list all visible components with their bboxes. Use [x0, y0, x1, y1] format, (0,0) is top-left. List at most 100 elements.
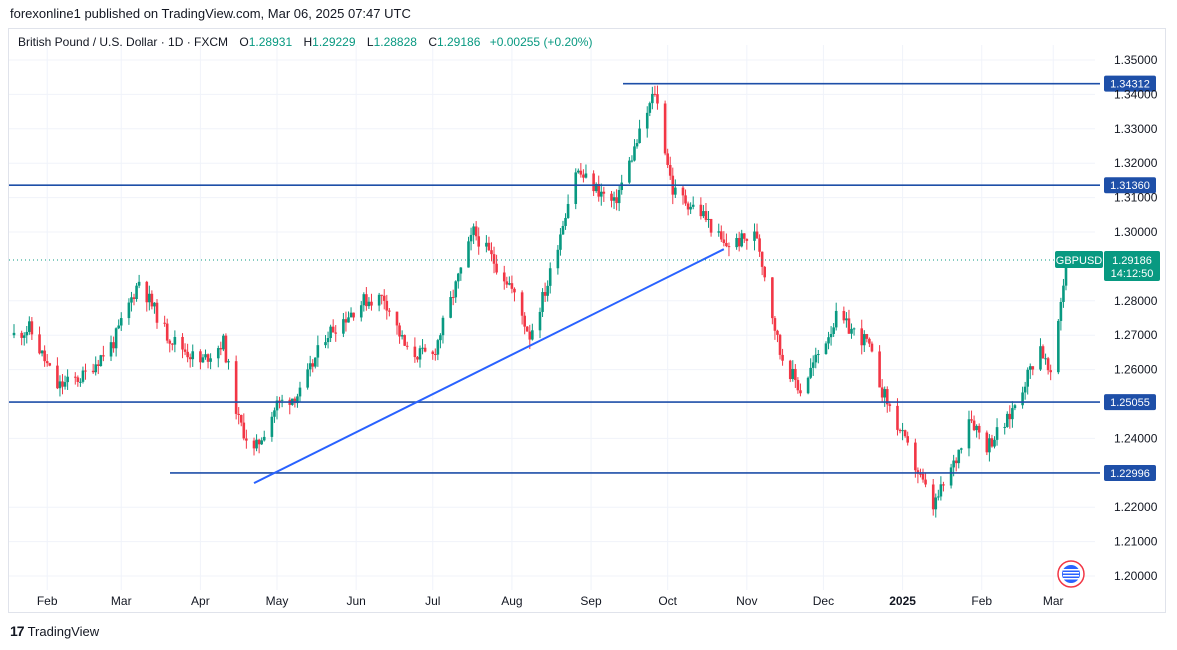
candle-body[interactable]: [96, 364, 100, 366]
candle-body[interactable]: [648, 103, 652, 113]
candle-body[interactable]: [633, 146, 636, 161]
candle-body[interactable]: [40, 350, 44, 354]
candle-body[interactable]: [977, 425, 981, 433]
candle-body[interactable]: [342, 319, 345, 334]
candle-body[interactable]: [543, 292, 547, 296]
candle-body[interactable]: [495, 263, 498, 273]
candle-body[interactable]: [668, 164, 672, 176]
candle-body[interactable]: [234, 361, 238, 414]
candle-body[interactable]: [63, 382, 67, 387]
candle-body[interactable]: [311, 363, 315, 367]
candle-body[interactable]: [477, 236, 481, 247]
candle-body[interactable]: [112, 342, 115, 349]
candle-body[interactable]: [985, 432, 989, 453]
candle-body[interactable]: [579, 170, 583, 175]
candle-body[interactable]: [370, 301, 373, 306]
candle-body[interactable]: [556, 249, 560, 269]
candle-body[interactable]: [597, 183, 601, 197]
candle-body[interactable]: [1008, 413, 1012, 420]
candle-body[interactable]: [602, 191, 606, 194]
candle-body[interactable]: [794, 368, 797, 381]
candle-body[interactable]: [165, 323, 169, 341]
candle-body[interactable]: [541, 292, 544, 312]
candle-body[interactable]: [344, 319, 348, 323]
candle-body[interactable]: [163, 322, 166, 324]
candle-body[interactable]: [1059, 301, 1063, 321]
candle-body[interactable]: [885, 389, 889, 405]
candle-body[interactable]: [719, 231, 723, 240]
candle-body[interactable]: [870, 343, 874, 352]
candle-body[interactable]: [814, 354, 818, 363]
candle-body[interactable]: [329, 326, 332, 339]
candle-body[interactable]: [150, 293, 154, 307]
candle-body[interactable]: [380, 294, 383, 296]
candle-body[interactable]: [469, 234, 473, 242]
candle-body[interactable]: [237, 413, 240, 415]
candle-body[interactable]: [737, 237, 741, 247]
candle-body[interactable]: [704, 211, 708, 220]
candle-body[interactable]: [130, 297, 133, 303]
candle-body[interactable]: [293, 398, 297, 404]
candle-body[interactable]: [513, 288, 516, 293]
candle-body[interactable]: [620, 182, 624, 191]
candle-body[interactable]: [20, 332, 23, 338]
candle-body[interactable]: [173, 336, 177, 345]
candle-body[interactable]: [967, 419, 971, 449]
candle-body[interactable]: [745, 238, 749, 241]
candle-body[interactable]: [155, 302, 159, 323]
candle-body[interactable]: [760, 251, 764, 267]
candle-body[interactable]: [901, 430, 904, 432]
candle-body[interactable]: [109, 342, 113, 357]
candle-body[interactable]: [388, 310, 391, 312]
candle-body[interactable]: [699, 204, 703, 217]
candle-body[interactable]: [127, 302, 131, 319]
candle-body[interactable]: [153, 302, 156, 307]
candle-body[interactable]: [952, 460, 955, 468]
candle-body[interactable]: [1064, 260, 1068, 286]
candle-body[interactable]: [275, 400, 279, 411]
candle-body[interactable]: [405, 345, 409, 347]
candle-body[interactable]: [1057, 320, 1060, 373]
candle-body[interactable]: [663, 103, 667, 154]
candle-body[interactable]: [561, 225, 565, 235]
candle-body[interactable]: [740, 233, 744, 247]
candle-body[interactable]: [753, 231, 756, 241]
candle-body[interactable]: [615, 197, 618, 204]
candle-body[interactable]: [531, 330, 534, 340]
candle-body[interactable]: [666, 153, 669, 165]
candle-body[interactable]: [788, 360, 792, 380]
candle-body[interactable]: [684, 195, 687, 204]
candle-body[interactable]: [781, 354, 784, 361]
candle-body[interactable]: [990, 438, 994, 447]
candle-body[interactable]: [548, 268, 552, 286]
candle-body[interactable]: [845, 318, 848, 321]
candle-body[interactable]: [492, 254, 496, 264]
candle-body[interactable]: [577, 170, 580, 173]
candle-body[interactable]: [645, 112, 649, 129]
candle-body[interactable]: [413, 346, 417, 358]
candle-body[interactable]: [347, 317, 350, 323]
candle-body[interactable]: [617, 190, 621, 204]
candle-body[interactable]: [273, 410, 276, 417]
candle-body[interactable]: [454, 281, 458, 298]
candle-body[interactable]: [280, 399, 284, 401]
candle-body[interactable]: [525, 326, 529, 332]
candle-body[interactable]: [1028, 366, 1032, 370]
candle-body[interactable]: [811, 362, 815, 368]
candle-body[interactable]: [903, 430, 907, 437]
candle-body[interactable]: [1039, 346, 1042, 370]
candle-body[interactable]: [431, 351, 435, 355]
candle-body[interactable]: [628, 160, 631, 183]
candle-body[interactable]: [763, 266, 766, 278]
candle-body[interactable]: [722, 239, 726, 243]
candle-body[interactable]: [852, 328, 856, 330]
candle-body[interactable]: [84, 370, 87, 372]
candle-body[interactable]: [939, 484, 943, 497]
candle-body[interactable]: [742, 233, 746, 239]
candle-body[interactable]: [878, 351, 881, 388]
candle-body[interactable]: [771, 277, 774, 319]
candle-body[interactable]: [449, 297, 452, 318]
candle-body[interactable]: [367, 301, 371, 307]
candle-body[interactable]: [119, 318, 123, 326]
candle-body[interactable]: [914, 442, 917, 471]
